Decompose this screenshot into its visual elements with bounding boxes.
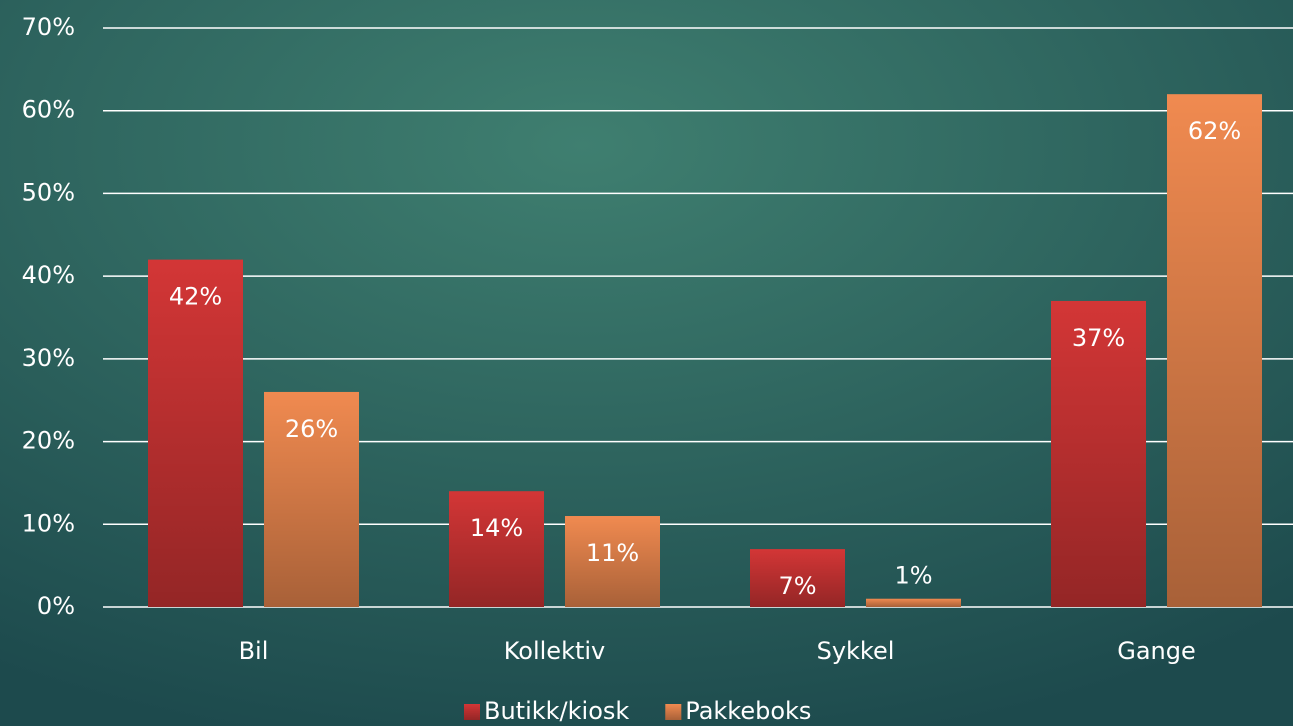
data-label: 14% [470, 514, 523, 542]
y-tick-label: 40% [22, 261, 75, 289]
x-tick-label: Bil [239, 637, 269, 665]
y-tick-label: 50% [22, 178, 75, 206]
y-tick-label: 70% [22, 13, 75, 41]
bar [148, 259, 243, 607]
legend-swatch-shade [665, 704, 682, 720]
bar [866, 598, 961, 607]
data-label: 11% [586, 539, 639, 567]
y-tick-label: 30% [22, 344, 75, 372]
data-label: 42% [169, 283, 222, 311]
legend-label: Butikk/kiosk [484, 697, 629, 725]
data-label: 37% [1072, 324, 1125, 352]
legend-label: Pakkeboks [685, 697, 811, 725]
x-tick-label: Sykkel [817, 637, 895, 665]
data-label: 7% [778, 572, 816, 600]
y-tick-label: 20% [22, 427, 75, 455]
y-tick-label: 0% [37, 592, 75, 620]
x-tick-label: Kollektiv [504, 637, 606, 665]
legend-swatch-shade [464, 704, 480, 720]
data-label: 1% [894, 562, 932, 590]
bar [449, 491, 544, 607]
x-tick-label: Gange [1117, 637, 1196, 665]
data-label: 26% [285, 415, 338, 443]
y-tick-label: 60% [22, 96, 75, 124]
data-label: 62% [1188, 117, 1241, 145]
bar [1167, 94, 1262, 607]
y-tick-label: 10% [22, 509, 75, 537]
